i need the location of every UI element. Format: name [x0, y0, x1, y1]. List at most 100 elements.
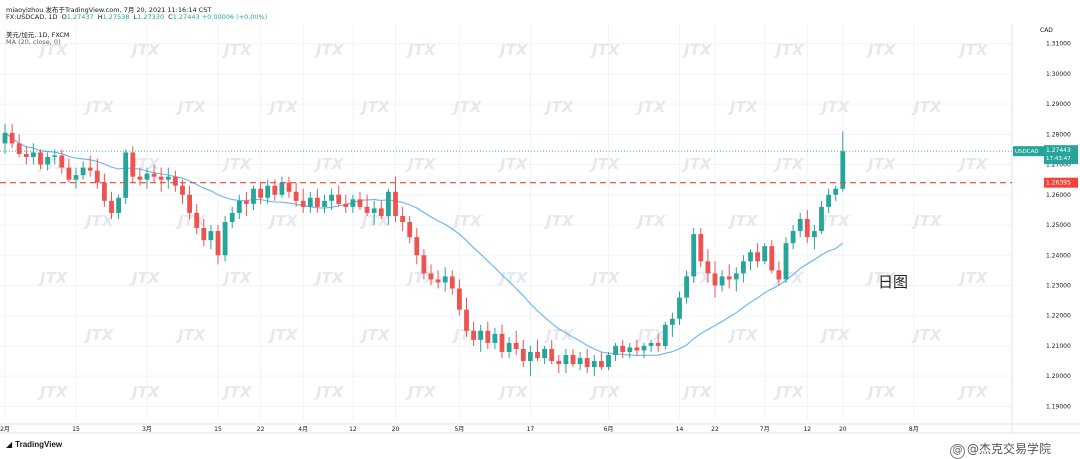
candle-body [343, 203, 349, 207]
candle [258, 182, 263, 204]
symbol-ohlc-line: FX:USDCAD, 1D O1.27437 H1.27538 L1.27330… [6, 13, 267, 21]
ma-legend[interactable]: MA (20, close, 0) [6, 38, 61, 46]
candle [208, 225, 214, 250]
watermark-mark: JTX [865, 383, 897, 401]
candle [194, 203, 200, 235]
candle-body [748, 252, 753, 262]
candle-body [66, 167, 72, 180]
candle [733, 267, 739, 292]
level-price-tag-box [1044, 177, 1078, 188]
candle [790, 225, 796, 250]
price-tick-label: 1.30000 [1046, 71, 1071, 78]
watermark-mark: JTX [405, 155, 437, 173]
candle-body [123, 152, 129, 198]
time-tick-label: 17 [527, 426, 535, 433]
candle [293, 182, 299, 207]
candle-body [315, 197, 320, 207]
candle-body [414, 237, 420, 256]
candle [343, 194, 349, 213]
candle [158, 167, 164, 192]
candle [222, 215, 228, 262]
watermark-mark: JTX [681, 155, 713, 173]
time-tick-label: 15 [214, 426, 222, 433]
candle-body [435, 279, 441, 283]
watermark-mark: JTX [635, 98, 667, 116]
candle [457, 279, 462, 316]
candle-body [499, 333, 505, 352]
symbol-tag-label: USDCAD [1015, 149, 1039, 155]
candle [393, 176, 398, 222]
candle [66, 158, 72, 183]
price-tick-label: 1.29000 [1046, 101, 1071, 108]
candle-body [712, 273, 718, 286]
candle [755, 243, 760, 268]
candle-body [726, 276, 732, 280]
candle [180, 179, 185, 204]
candle [87, 155, 93, 177]
watermark-mark: JTX [681, 41, 713, 59]
candle-body [457, 288, 462, 310]
candle-body [762, 246, 768, 262]
candle [627, 342, 633, 359]
watermark-mark: JTX [865, 41, 897, 59]
ohlc-high-value: 1.27538 [102, 13, 130, 21]
watermark-text: @杰克交易学院 [967, 442, 1052, 456]
symbol-label[interactable]: FX:USDCAD, 1D [6, 13, 58, 21]
candle [144, 167, 150, 189]
candle [23, 146, 29, 165]
candle-body [648, 342, 654, 346]
candle [471, 321, 476, 346]
candle [741, 255, 746, 283]
candle-body [116, 197, 121, 213]
watermark-mark: JTX [267, 326, 299, 344]
watermark-mark: JTX [589, 155, 621, 173]
candle [421, 249, 427, 280]
tradingview-text: TradingView [15, 440, 63, 449]
candle [648, 339, 654, 352]
candle [677, 291, 682, 325]
candle-body [790, 231, 796, 244]
candle [591, 355, 597, 377]
candle [726, 264, 732, 289]
candle [606, 351, 611, 371]
candle-body [641, 345, 647, 351]
candle [620, 339, 626, 359]
watermark-mark: JTX [37, 41, 69, 59]
candle-body [258, 188, 263, 198]
time-tick-label: 12 [349, 426, 357, 433]
candle-body [833, 188, 839, 195]
candle-body [293, 191, 299, 201]
candle [336, 185, 342, 207]
candle [698, 228, 704, 268]
candle-body [584, 358, 590, 368]
candle [59, 149, 65, 174]
candle-body [59, 155, 65, 168]
candle-body [591, 361, 597, 368]
watermark-mark: JTX [727, 326, 759, 344]
watermark-mark: JTX [359, 326, 391, 344]
candle-body [627, 347, 633, 352]
candle [329, 188, 334, 210]
candle-body [599, 361, 604, 368]
price-tick-label: 1.23000 [1046, 282, 1071, 289]
watermark-mark: JTX [681, 383, 713, 401]
candle [776, 261, 782, 286]
candle-body [16, 143, 22, 154]
candle-body [684, 276, 689, 298]
candle-body [244, 200, 249, 204]
candle-body [705, 261, 711, 274]
watermark-mark: JTX [175, 98, 207, 116]
candle-body [336, 194, 342, 204]
candle [485, 321, 491, 349]
candle-body [542, 348, 547, 359]
price-tick-label: 1.26000 [1046, 192, 1071, 199]
candle-body [776, 270, 782, 280]
tradingview-logo[interactable]: ◢ TradingView [6, 440, 62, 449]
pair-title[interactable]: 美元/加元, 1D, FXCM [6, 31, 70, 39]
candle [80, 161, 86, 180]
time-axis-labels: 2月 15 3月 15 22 4月 12 20 5月 17 6月 14 22 7月 12 20 8月 [0, 426, 919, 433]
candle-body [449, 276, 455, 289]
ohlc-open-value: 1.27437 [66, 13, 94, 21]
candle-body [350, 199, 356, 207]
